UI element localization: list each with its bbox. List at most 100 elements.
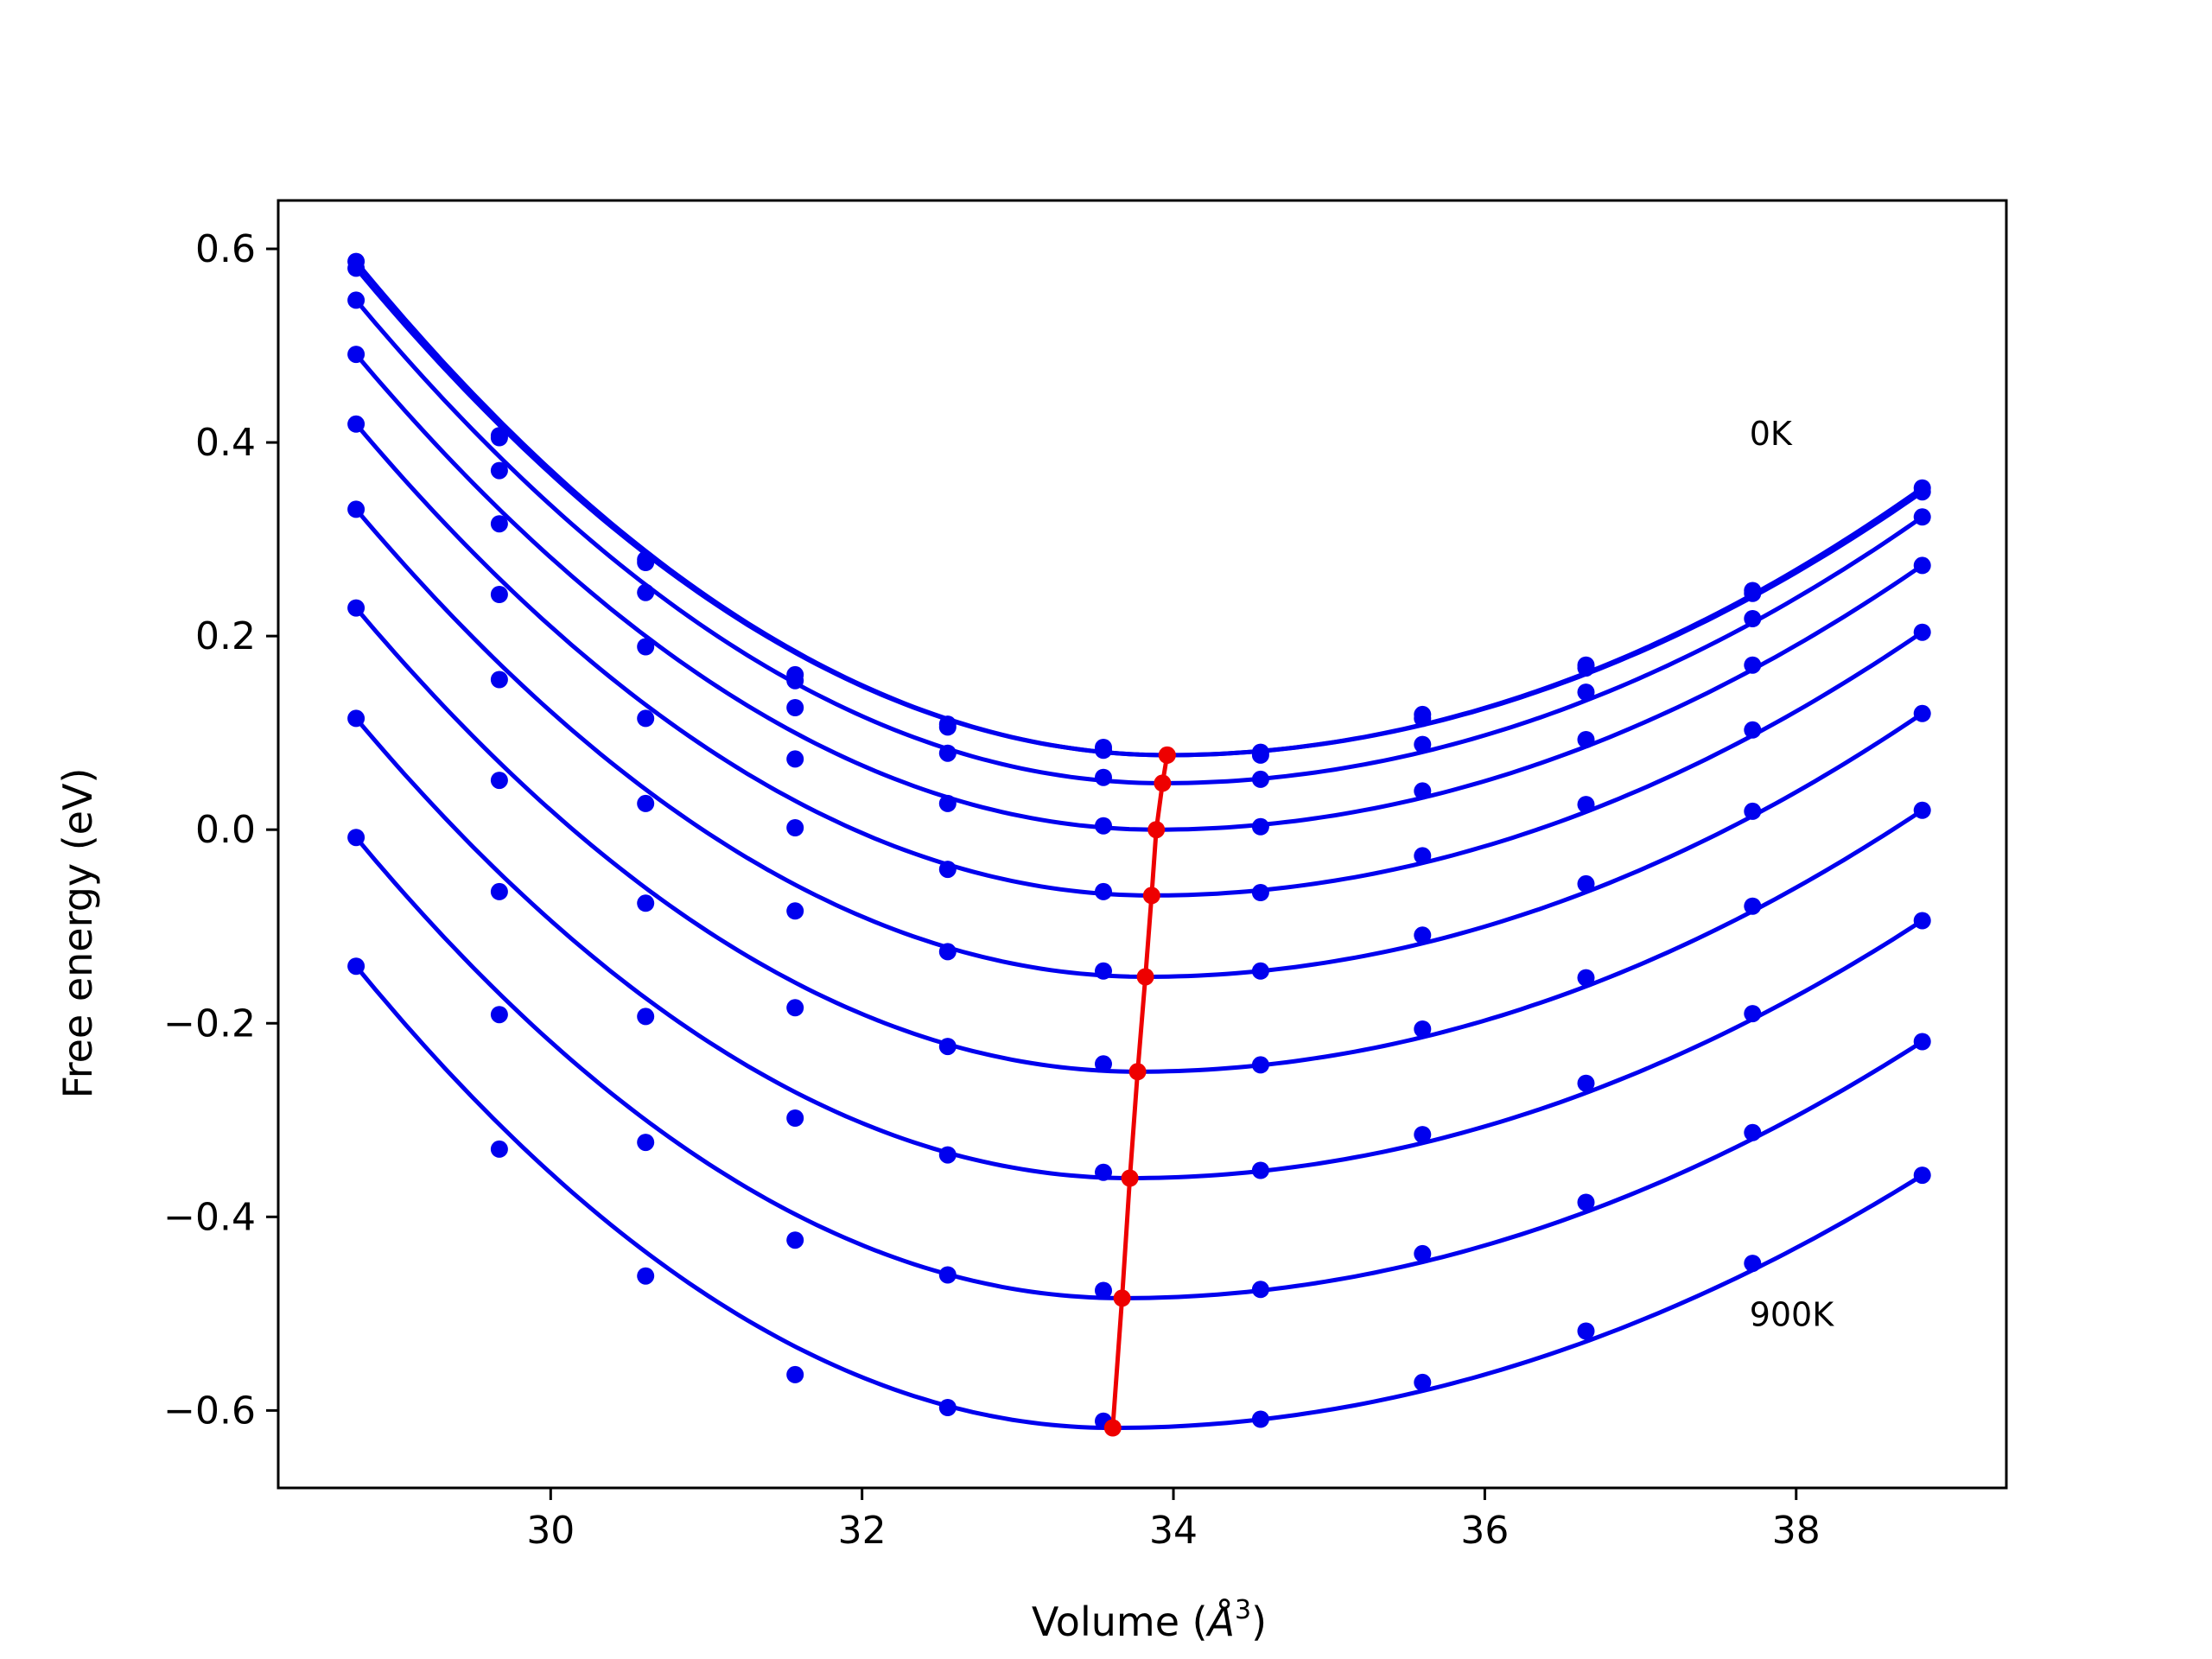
data-point	[1913, 801, 1931, 819]
data-point	[938, 1038, 957, 1056]
data-point	[938, 1399, 957, 1416]
data-point	[1095, 882, 1112, 900]
data-point	[490, 1140, 508, 1158]
data-point	[490, 429, 508, 447]
data-point	[1744, 584, 1762, 602]
data-point	[637, 1267, 655, 1285]
data-point	[1414, 1373, 1432, 1391]
data-point	[938, 1146, 957, 1164]
data-point	[347, 415, 365, 433]
x-tick-label: 34	[1149, 1509, 1198, 1553]
minima-path	[1110, 754, 1170, 1428]
data-point	[637, 554, 655, 571]
data-point	[1095, 1055, 1112, 1073]
data-point	[1251, 770, 1269, 788]
minimum-point	[1128, 1063, 1147, 1081]
curve-200K	[354, 298, 1924, 785]
data-point	[1744, 1005, 1762, 1023]
data-point	[1744, 610, 1762, 627]
data-point	[1913, 623, 1931, 641]
data-point	[1577, 731, 1595, 748]
data-point	[347, 957, 365, 976]
curve-100K	[354, 266, 1924, 758]
data-point	[490, 882, 508, 900]
x-tick-label: 30	[526, 1509, 575, 1553]
data-point	[637, 583, 655, 601]
data-point	[347, 346, 365, 364]
data-point	[637, 894, 655, 912]
data-point	[786, 699, 804, 716]
curve-500K	[354, 507, 1924, 980]
data-point	[786, 999, 804, 1017]
curve-300K	[354, 353, 1924, 832]
data-point	[1913, 508, 1931, 526]
data-point	[490, 1006, 508, 1024]
y-tick-label: 0.4	[195, 421, 256, 465]
data-point	[938, 744, 957, 762]
data-point	[637, 794, 655, 812]
data-point	[1095, 1281, 1112, 1300]
data-point	[786, 1365, 804, 1383]
data-point	[786, 1231, 804, 1249]
data-point	[1095, 1163, 1112, 1181]
x-axis-label: Volume (Å3)	[1032, 1595, 1267, 1645]
data-point	[347, 599, 365, 617]
data-point	[1251, 884, 1269, 901]
data-point	[1414, 1244, 1432, 1262]
data-point	[347, 259, 365, 277]
data-point	[1414, 1020, 1432, 1038]
data-point	[938, 718, 957, 736]
minimum-point	[1158, 746, 1176, 764]
data-point	[637, 1134, 655, 1152]
data-point	[1913, 1033, 1931, 1051]
data-point	[1095, 962, 1112, 980]
data-point	[1577, 874, 1595, 893]
x-tick-label: 32	[838, 1509, 887, 1553]
data-point	[938, 794, 957, 812]
data-point	[1095, 817, 1112, 835]
x-tick-label: 36	[1460, 1509, 1509, 1553]
data-point	[1414, 735, 1432, 753]
data-point	[1577, 659, 1595, 677]
x-tick-label: 38	[1772, 1509, 1821, 1553]
curve-400K	[354, 423, 1924, 898]
data-point	[1251, 1410, 1269, 1428]
data-point	[1744, 802, 1762, 820]
data-point	[1095, 768, 1112, 786]
fitted-curves	[354, 260, 1924, 1430]
data-point	[347, 291, 365, 309]
data-point	[938, 861, 957, 879]
data-point	[1577, 1074, 1595, 1092]
data-point	[1251, 1056, 1269, 1074]
data-point	[1577, 969, 1595, 987]
minimum-point	[1121, 1169, 1139, 1187]
minimum-point	[1113, 1289, 1131, 1307]
data-point	[1414, 1126, 1432, 1144]
y-tick-label: −0.4	[163, 1195, 256, 1239]
data-point	[1577, 796, 1595, 814]
data-point	[1251, 1161, 1269, 1179]
data-point	[1913, 483, 1931, 501]
data-point	[1414, 847, 1432, 865]
minima-line	[1103, 746, 1176, 1437]
data-point	[1913, 556, 1931, 575]
curve-900K	[354, 964, 1924, 1430]
y-tick-label: −0.2	[163, 1001, 256, 1046]
data-point	[1913, 704, 1931, 722]
data-point	[786, 1109, 804, 1127]
data-point	[1913, 1166, 1931, 1185]
data-point	[786, 902, 804, 920]
y-tick-label: 0.0	[195, 808, 256, 852]
data-point	[347, 709, 365, 728]
data-point	[1744, 897, 1762, 915]
minimum-point	[1142, 887, 1160, 905]
plot-frame	[276, 199, 2008, 1490]
minimum-point	[1103, 1419, 1122, 1437]
data-point	[347, 500, 365, 518]
data-point	[1414, 782, 1432, 800]
data-point	[1251, 817, 1269, 836]
data-point	[1577, 1322, 1595, 1340]
data-point	[1913, 912, 1931, 930]
axis-ticks: 30 32 34 36 38 −0.6 −0.4 −0.2 0.0 0.2 0.4 0.6	[163, 227, 1821, 1553]
